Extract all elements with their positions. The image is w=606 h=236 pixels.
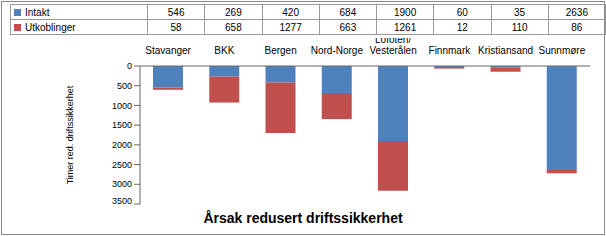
html-text:35: 35 <box>514 6 526 18</box>
html-text:663: 663 <box>339 21 357 33</box>
svg-text:3000: 3000 <box>112 179 132 189</box>
html-text:12: 12 <box>456 21 468 33</box>
html-text:658: 658 <box>225 21 242 33</box>
svg-text:Timer red. driftssikkerhet: Timer red. driftssikkerhet <box>65 85 75 184</box>
html-text:1261: 1261 <box>394 21 417 33</box>
svg-text:Nord-Norge: Nord-Norge <box>311 45 364 56</box>
html-text:546: 546 <box>167 6 185 18</box>
html-text:1900: 1900 <box>394 6 417 18</box>
html-text:86: 86 <box>571 21 583 33</box>
html-text:420: 420 <box>282 6 299 18</box>
svg-text:1000: 1000 <box>112 101 132 111</box>
html-text:110: 110 <box>511 21 528 33</box>
svg-text:Sunnmøre: Sunnmøre <box>539 45 586 56</box>
html-text:Intakt: Intakt <box>25 6 50 18</box>
html-text:684: 684 <box>339 6 357 18</box>
svg-text:Bergen: Bergen <box>265 45 297 56</box>
svg-text:Lofoten/Vesterålen: Lofoten/Vesterålen <box>369 38 416 56</box>
svg-text:1500: 1500 <box>112 120 132 130</box>
svg-text:BKK: BKK <box>214 45 234 56</box>
svg-text:Kristiansand: Kristiansand <box>478 45 533 56</box>
svg-text:2500: 2500 <box>112 160 132 170</box>
html-text:Årsak redusert driftssikkerhet: Årsak redusert driftssikkerhet <box>203 210 403 226</box>
html-text:1277: 1277 <box>279 21 302 33</box>
svg-text:Finnmark: Finnmark <box>429 45 472 56</box>
html-text:269: 269 <box>225 6 242 18</box>
svg-text:2000: 2000 <box>112 140 132 150</box>
html-text:Utkoblinger: Utkoblinger <box>25 21 76 33</box>
html-text:60: 60 <box>456 6 468 18</box>
svg-text:500: 500 <box>117 81 132 91</box>
svg-text:3500: 3500 <box>112 196 132 206</box>
svg-text:Stavanger: Stavanger <box>145 45 191 56</box>
svg-text:0: 0 <box>127 61 132 71</box>
html-text:2636: 2636 <box>565 6 588 18</box>
html-text:58: 58 <box>170 21 182 33</box>
